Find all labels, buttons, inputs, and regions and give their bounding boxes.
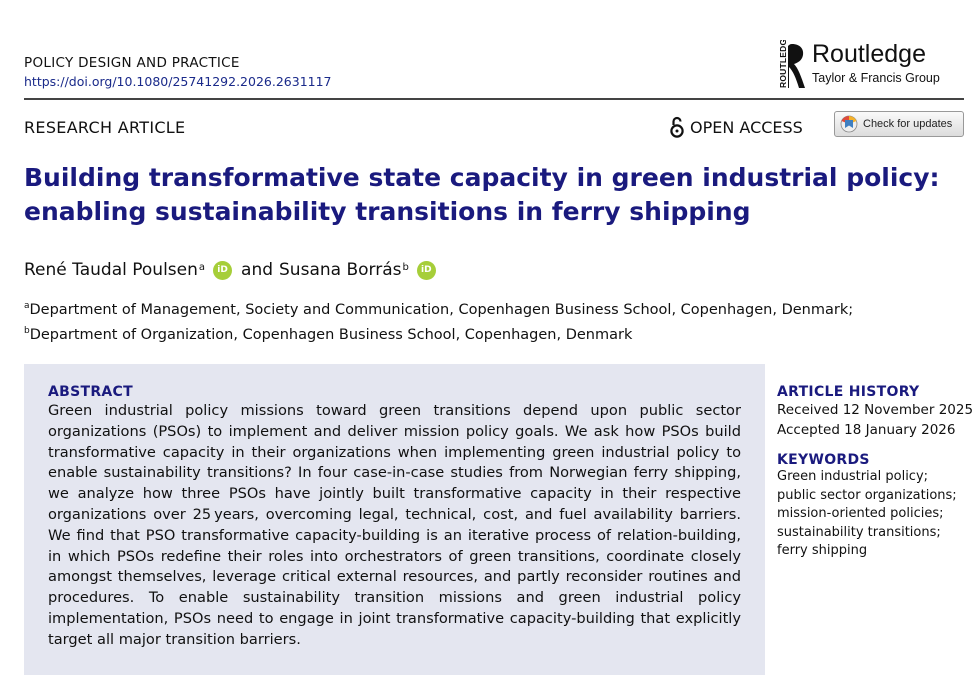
open-lock-icon (670, 116, 684, 138)
journal-name: POLICY DESIGN AND PRACTICE (24, 55, 240, 71)
crossmark-icon (840, 115, 858, 133)
author-name[interactable]: Susana Borrás (279, 260, 402, 280)
accepted-date: Accepted 18 January 2026 (777, 422, 956, 438)
author-line: René Taudal Poulsen a iD and Susana Borr… (24, 256, 445, 284)
keyword-item[interactable]: Green industrial policy; (777, 469, 929, 484)
publisher-logo[interactable]: ROUTLEDGE Routledge Taylor & Francis Gro… (774, 40, 964, 90)
doi-link[interactable]: https://doi.org/10.1080/25741292.2026.26… (24, 74, 332, 89)
article-history-heading: ARTICLE HISTORY (777, 384, 920, 400)
affiliation-mark: a (24, 301, 30, 311)
open-access-label: OPEN ACCESS (690, 117, 803, 137)
author-affiliation-mark: b (402, 261, 409, 273)
keyword-item[interactable]: mission-oriented policies; (777, 506, 944, 521)
keyword-item[interactable]: ferry shipping (777, 543, 868, 558)
check-for-updates-label: Check for updates (863, 118, 953, 130)
keywords-heading: KEYWORDS (777, 452, 870, 468)
header-divider (24, 98, 964, 100)
routledge-logo-icon: ROUTLEDGE (778, 40, 805, 88)
open-access-badge: OPEN ACCESS (670, 115, 803, 139)
abstract-heading: ABSTRACT (48, 384, 133, 400)
publisher-name: Routledge (812, 40, 926, 68)
affiliation-line: aDepartment of Management, Society and C… (24, 296, 964, 321)
keyword-item[interactable]: sustainability transitions; (777, 524, 941, 540)
orcid-icon[interactable]: iD (416, 260, 436, 280)
author-name[interactable]: René Taudal Poulsen (24, 260, 198, 280)
affiliation-mark: b (24, 325, 30, 336)
received-date: Received 12 November 2025 (777, 402, 974, 418)
article-sidebar: ARTICLE HISTORY Received 12 November 202… (777, 384, 974, 561)
publisher-vertical-mark: ROUTLEDGE (778, 40, 788, 88)
affiliation-text: Department of Organization, Copenhagen B… (29, 326, 633, 343)
check-for-updates-button[interactable]: Check for updates (834, 111, 964, 137)
affiliation-line: bDepartment of Organization, Copenhagen … (24, 321, 964, 346)
publisher-group: Taylor & Francis Group (812, 71, 940, 85)
abstract-text: Green industrial policy missions toward … (48, 402, 741, 648)
author-affiliation-mark: a (198, 261, 206, 273)
article-title: Building transformative state capacity i… (24, 163, 940, 226)
article-type: RESEARCH ARTICLE (24, 118, 186, 137)
affiliations: aDepartment of Management, Society and C… (24, 296, 964, 346)
keyword-item[interactable]: public sector organizations; (777, 487, 957, 503)
orcid-icon[interactable]: iD (213, 260, 233, 280)
author-separator: and (241, 260, 274, 280)
affiliation-text: Department of Management, Society and Co… (29, 301, 854, 318)
abstract-box: ABSTRACT Green industrial policy mission… (24, 364, 765, 675)
